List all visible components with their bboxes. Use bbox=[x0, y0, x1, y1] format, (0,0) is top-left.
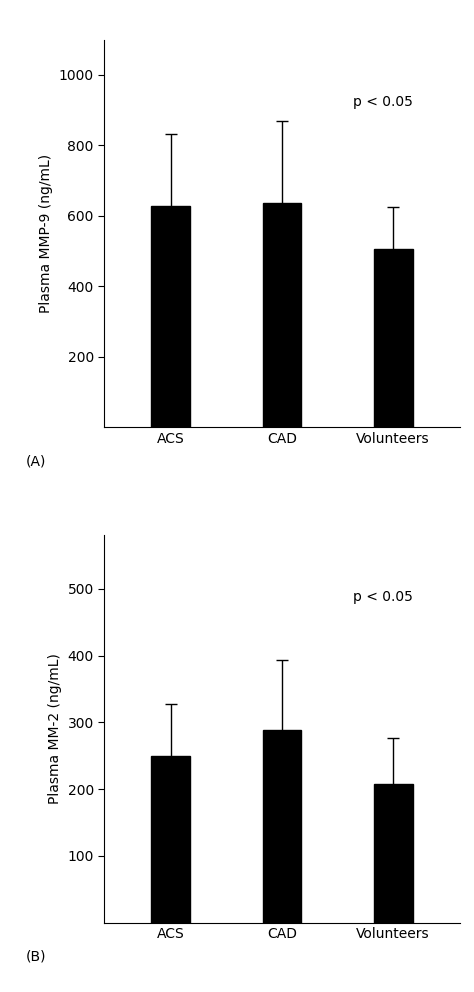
Bar bbox=[374, 784, 412, 923]
Text: p < 0.05: p < 0.05 bbox=[353, 94, 413, 109]
Bar bbox=[263, 203, 301, 427]
Bar bbox=[152, 756, 191, 923]
Bar bbox=[263, 730, 301, 923]
Bar bbox=[152, 205, 191, 427]
Text: (A): (A) bbox=[26, 454, 46, 468]
Y-axis label: Plasma MM-2 (ng/mL): Plasma MM-2 (ng/mL) bbox=[48, 654, 62, 805]
Text: p < 0.05: p < 0.05 bbox=[353, 590, 413, 604]
Text: (B): (B) bbox=[26, 949, 46, 963]
Y-axis label: Plasma MMP-9 (ng/mL): Plasma MMP-9 (ng/mL) bbox=[39, 154, 53, 312]
Bar bbox=[374, 249, 412, 427]
